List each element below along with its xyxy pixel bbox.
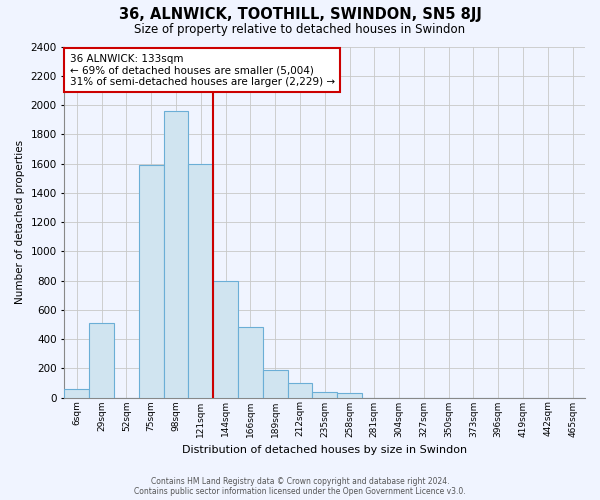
Bar: [263, 370, 287, 398]
Bar: [337, 393, 362, 398]
Bar: [213, 280, 238, 398]
Text: Contains HM Land Registry data © Crown copyright and database right 2024.
Contai: Contains HM Land Registry data © Crown c…: [134, 476, 466, 496]
Bar: [313, 392, 337, 398]
Y-axis label: Number of detached properties: Number of detached properties: [15, 140, 25, 304]
Bar: [188, 164, 213, 398]
Text: 36, ALNWICK, TOOTHILL, SWINDON, SN5 8JJ: 36, ALNWICK, TOOTHILL, SWINDON, SN5 8JJ: [119, 8, 481, 22]
Text: 36 ALNWICK: 133sqm
← 69% of detached houses are smaller (5,004)
31% of semi-deta: 36 ALNWICK: 133sqm ← 69% of detached hou…: [70, 54, 335, 86]
Bar: [89, 323, 114, 398]
Bar: [164, 111, 188, 398]
Bar: [238, 328, 263, 398]
X-axis label: Distribution of detached houses by size in Swindon: Distribution of detached houses by size …: [182, 445, 467, 455]
Bar: [64, 390, 89, 398]
Bar: [287, 383, 313, 398]
Bar: [139, 165, 164, 398]
Text: Size of property relative to detached houses in Swindon: Size of property relative to detached ho…: [134, 22, 466, 36]
